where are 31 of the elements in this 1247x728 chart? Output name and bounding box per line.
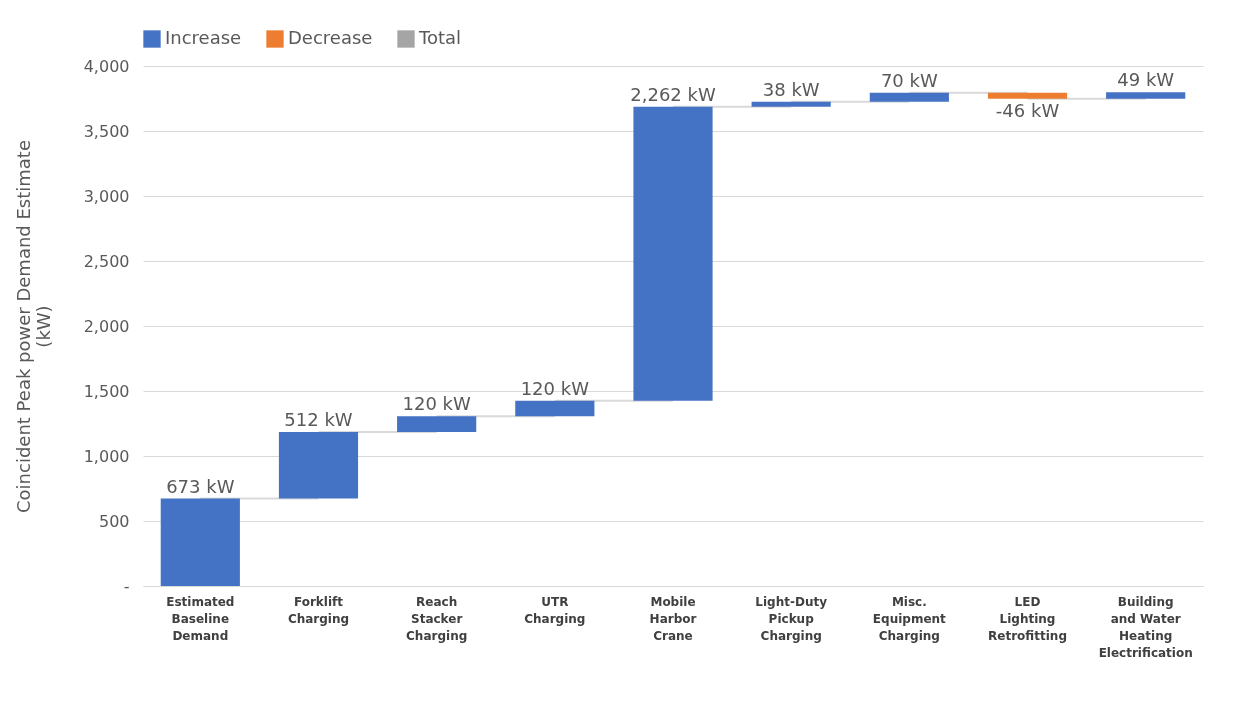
x-tick-label: Forklift Charging [287, 594, 350, 626]
y-tick-label: 3,500 [83, 121, 130, 141]
x-tick-label: Building and Water Heating Electrification [1098, 594, 1193, 660]
data-label: 120 kW [520, 377, 590, 399]
y-tick-label: 1,000 [83, 446, 130, 466]
data-label: -46 kW [995, 99, 1060, 121]
y-axis-title: Coincident Peak power Demand Estimate (kW) [12, 140, 54, 513]
data-label: 49 kW [1117, 69, 1175, 91]
y-tick-label: 500 [98, 511, 130, 531]
y-tick-label: 1,500 [83, 381, 130, 401]
x-tick-label: Light-Duty Pickup Charging [755, 594, 828, 643]
x-tick-label: Mobile Harbor Crane [649, 594, 697, 643]
y-tick-label: 2,500 [83, 251, 130, 271]
x-tick-label: Misc. Equipment Charging [872, 594, 947, 643]
y-tick-label: 3,000 [83, 186, 130, 206]
data-label: 38 kW [762, 78, 820, 100]
x-tick-label: Reach Stacker Charging [406, 594, 468, 643]
x-tick-label: LED Lighting Retrofitting [988, 594, 1067, 643]
data-label: 70 kW [880, 69, 938, 91]
y-tick-label: 4,000 [83, 56, 130, 76]
data-label: 120 kW [402, 393, 471, 415]
y-tick-label: - [123, 576, 130, 596]
data-label: 512 kW [284, 408, 353, 430]
legend-label: Total [418, 27, 462, 48]
y-tick-label: 2,000 [83, 316, 130, 336]
x-tick-label: Estimated Baseline Demand [166, 594, 235, 643]
legend-label: Decrease [288, 27, 373, 48]
data-label: 2,262 kW [630, 83, 716, 105]
x-tick-label: UTR Charging [524, 594, 586, 626]
legend-label: Increase [165, 27, 242, 48]
data-label: 673 kW [166, 475, 235, 497]
